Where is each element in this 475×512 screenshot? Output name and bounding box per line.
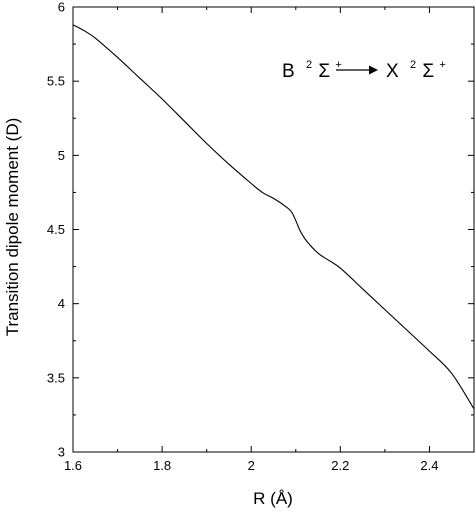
annotation-to-parity: + xyxy=(439,59,445,71)
x-tick-label: 2.4 xyxy=(420,458,438,473)
y-tick-label: 4.5 xyxy=(47,222,65,237)
y-tick-label: 5 xyxy=(58,148,65,163)
annotation-to-multiplicity: 2 xyxy=(410,59,416,71)
x-tick-label: 2 xyxy=(248,458,255,473)
annotation-from-term: Σ xyxy=(318,61,330,82)
x-tick-label: 2.2 xyxy=(331,458,349,473)
svg-text:X 2 Σ +: X 2 Σ + xyxy=(386,52,446,82)
annotation-to-state: X xyxy=(386,61,399,82)
annotation-to-term: Σ xyxy=(422,61,434,82)
annotation-from-state: B xyxy=(282,61,295,82)
x-axis: 1.6 1.8 2 2.2 2.4 xyxy=(64,7,438,473)
x-tick-label: 1.6 xyxy=(64,458,82,473)
transition-annotation: B 2 Σ + X 2 Σ + xyxy=(282,52,446,82)
arrow-head-icon xyxy=(369,65,378,75)
y-tick-label: 3 xyxy=(58,445,65,460)
series-line xyxy=(72,24,475,410)
svg-text:B 2 Σ +: B 2 Σ + xyxy=(282,52,342,82)
y-tick-label: 5.5 xyxy=(47,74,65,89)
plot-area xyxy=(72,6,475,453)
plot-frame xyxy=(72,6,475,453)
annotation-from-parity: + xyxy=(335,59,341,71)
y-tick-label: 3.5 xyxy=(47,370,65,385)
x-axis-label: R (Å) xyxy=(253,489,293,508)
y-tick-label: 4 xyxy=(58,296,65,311)
y-tick-label: 6 xyxy=(58,0,65,15)
y-axis-label: Transition dipole moment (D) xyxy=(3,118,22,337)
x-tick-label: 1.8 xyxy=(153,458,171,473)
y-axis: 3 3.5 4 4.5 5 5.5 6 xyxy=(47,0,474,460)
annotation-from-multiplicity: 2 xyxy=(306,59,312,71)
